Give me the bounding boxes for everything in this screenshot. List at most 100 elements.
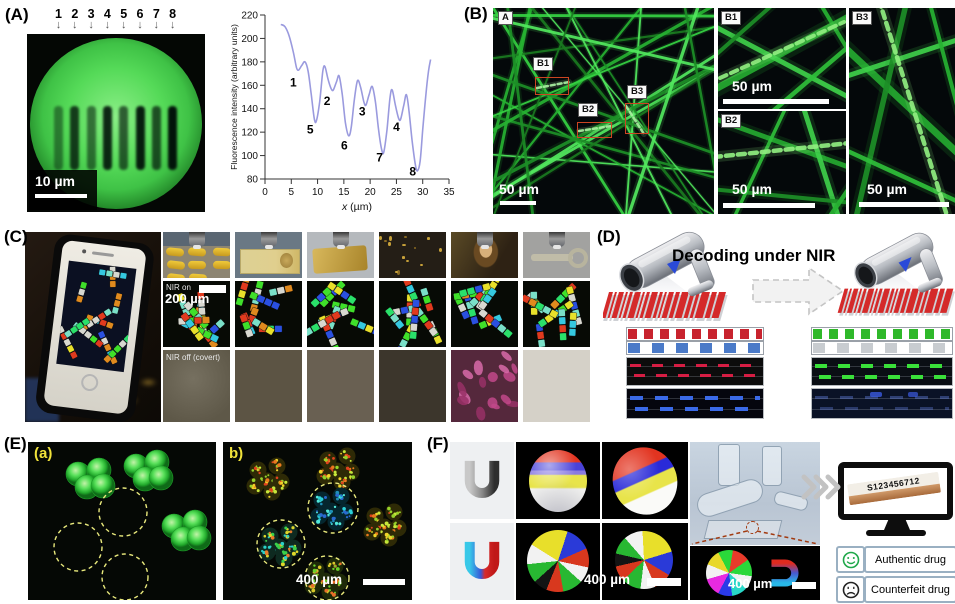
nir-on-barcode-image	[235, 281, 302, 347]
phone	[25, 232, 161, 422]
microscope-objective-icon	[476, 232, 493, 249]
region-box-b3	[625, 103, 649, 134]
decoding-diagram	[603, 231, 955, 321]
stripe-number-arrows: 1 ↓ 2 ↓ 3 ↓ 4 ↓ 5 ↓ 6 ↓ 7 ↓ 8 ↓	[0, 7, 230, 35]
nir-off-covert-image	[379, 350, 446, 422]
chevron-arrows-icon	[801, 474, 841, 500]
counterfeit-label: Counterfeit drug	[871, 583, 950, 596]
panel-a-label: (A)	[5, 5, 29, 24]
svg-text:200: 200	[241, 34, 258, 45]
microscope-objective-icon	[260, 232, 277, 249]
fluorescence-strip-faint	[811, 388, 953, 419]
counterfeit-icon-box	[836, 576, 865, 603]
janus-ball-cell-2	[602, 442, 688, 519]
fluorescent-particle-image: 10 µm	[27, 34, 205, 212]
scalebar-line	[647, 578, 681, 586]
pinwheel-particle	[527, 530, 589, 592]
fiber-inset-b3: B3 50 µm	[849, 8, 955, 214]
monitor-base	[866, 530, 926, 536]
inset-tag-b2: B2	[721, 114, 742, 128]
svg-text:35: 35	[443, 187, 455, 198]
svg-text:5: 5	[289, 187, 295, 198]
svg-text:2: 2	[324, 94, 331, 108]
svg-text:160: 160	[241, 81, 258, 92]
nir-off-covert-image	[235, 350, 302, 422]
svg-text:x (µm): x (µm)	[341, 201, 372, 213]
scalebar-box: 10 µm	[29, 170, 97, 210]
region-box-b1	[535, 77, 569, 95]
striped-microsphere	[529, 450, 587, 512]
nir-on-barcode-image	[307, 281, 374, 347]
code-strip-gray	[811, 341, 953, 355]
scalebar-text: 400 µm	[584, 572, 631, 587]
striped-microsphere-rotated	[602, 442, 688, 519]
svg-text:7: 7	[376, 150, 383, 164]
panel-c-label: (C)	[4, 227, 28, 246]
scalebar-line	[363, 579, 405, 585]
fiber-inset-b3-svg	[849, 8, 955, 214]
scalebar-text: 400 µm	[296, 572, 343, 587]
scalebar-text: 50 µm	[732, 78, 772, 94]
microcapsule-image-b: b) 400 µm	[223, 442, 412, 600]
nir-off-covert-image	[451, 350, 518, 422]
fluorescence-strip-red	[626, 357, 764, 386]
monitor-stand	[884, 519, 910, 530]
nir-on-barcode-image	[379, 281, 446, 347]
computer-monitor: S123456712	[838, 462, 953, 520]
fluorescence-strip-green	[811, 357, 953, 386]
specimen-photo	[523, 232, 590, 278]
scalebar-line	[723, 99, 829, 104]
fiber-mesh-image: A B1 B2 B3 50 µm	[493, 8, 714, 214]
scalebar-text: 50 µm	[499, 181, 539, 197]
u-magnet-small-icon	[771, 559, 799, 587]
svg-text:8: 8	[409, 164, 416, 178]
panel-b-label: (B)	[464, 4, 488, 23]
decoded-code-bar: S123456712	[846, 471, 942, 506]
inset-tag-b1: B1	[721, 11, 742, 25]
decoding-title: Decoding under NIR	[672, 246, 836, 265]
scalebar-line	[723, 203, 815, 208]
stripe-arrow: 8 ↓	[169, 7, 177, 31]
scalebar-text: 50 µm	[867, 181, 907, 197]
microscope-objective-icon	[332, 232, 349, 249]
vial	[762, 446, 782, 486]
stripe-arrow: 2 ↓	[71, 7, 79, 31]
svg-text:180: 180	[241, 57, 258, 68]
stripe-arrow: 6 ↓	[136, 7, 144, 31]
region-tag-b2: B2	[578, 103, 599, 117]
process-arrow	[752, 266, 845, 316]
region-tag-a: A	[498, 11, 513, 25]
authentic-label: Authentic drug	[875, 553, 946, 566]
decoded-particles-inset: 400 µm	[690, 546, 820, 600]
scalebar-text: 10 µm	[35, 173, 75, 189]
barcode-stripes	[27, 34, 205, 212]
region-tag-b3: B3	[627, 85, 648, 99]
code-strip-blue	[626, 341, 764, 355]
magnet-cell-colored	[450, 523, 514, 600]
svg-text:Fluorescence intensity (arbitr: Fluorescence intensity (arbitrary units)	[229, 24, 239, 170]
nir-on-barcode-image	[523, 281, 590, 347]
pinwheel-particle	[706, 550, 752, 596]
svg-text:1: 1	[290, 75, 297, 89]
stripe-arrow: 7 ↓	[152, 7, 160, 31]
code-strip-green	[811, 327, 953, 341]
svg-text:20: 20	[365, 187, 377, 198]
smiley-face-icon	[842, 551, 859, 568]
panel-e-label: (E)	[4, 434, 27, 453]
pinwheel-cell-1	[516, 523, 600, 600]
smartphone-photo	[25, 232, 161, 422]
glassware-photo	[690, 442, 820, 545]
scalebar-line	[859, 202, 949, 207]
u-magnet-colored-icon	[464, 541, 500, 579]
svg-text:100: 100	[241, 151, 258, 162]
zoom-callout-circle	[746, 521, 759, 534]
fiber-mesh-svg	[493, 8, 714, 214]
svg-text:80: 80	[247, 175, 259, 186]
microcapsule-image-a: (a)	[28, 442, 216, 600]
janus-ball-cell-1	[516, 442, 600, 519]
svg-text:25: 25	[391, 187, 403, 198]
scalebar-text: 200 µm	[165, 291, 210, 306]
subpanel-b-label: b)	[229, 445, 244, 462]
specimen-photo	[379, 232, 446, 278]
svg-text:15: 15	[338, 187, 350, 198]
